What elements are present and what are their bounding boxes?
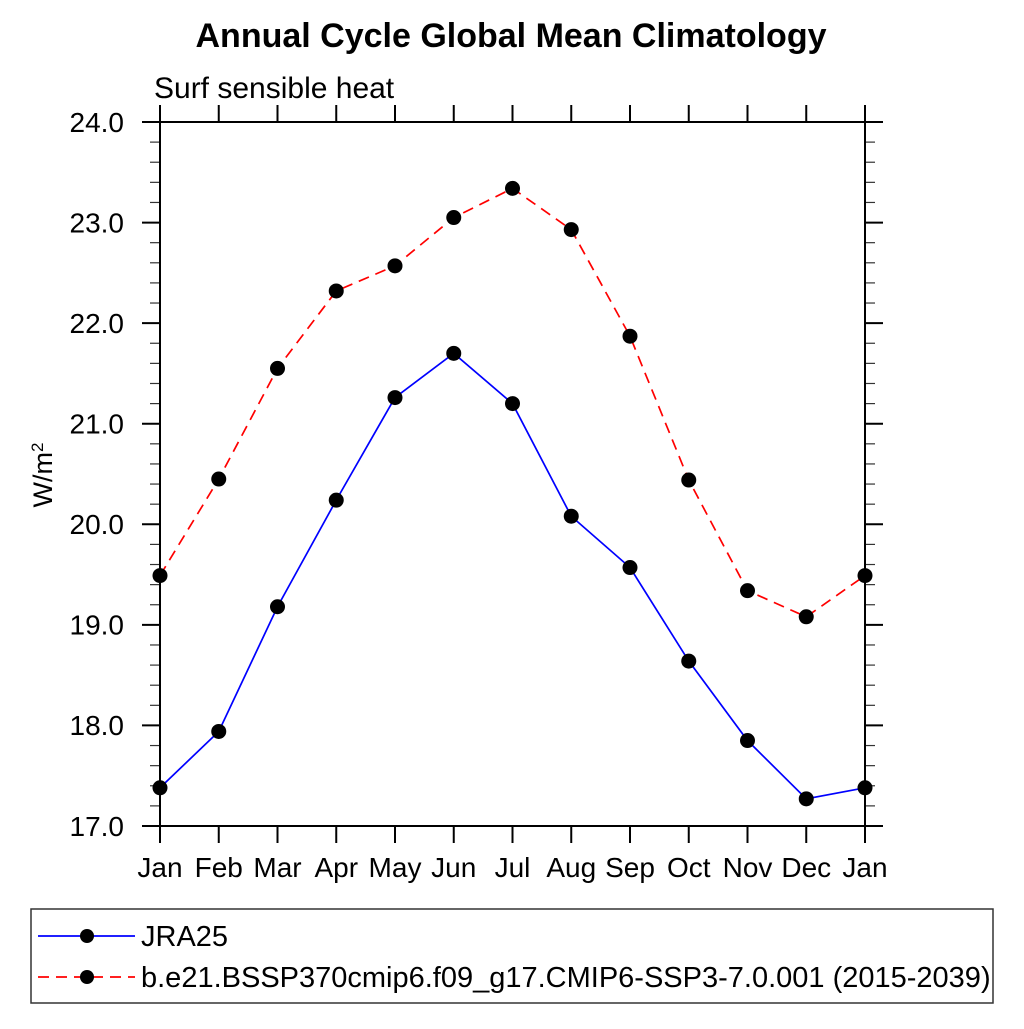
legend-marker-circle [80,970,94,984]
x-tick-label: Nov [723,852,773,883]
data-point-0 [622,560,638,576]
y-tick-label: 21.0 [70,409,125,440]
y-axis-title-superscript: 2 [28,443,47,452]
legend-box [30,908,994,1004]
data-point-1 [563,222,579,238]
series-line-0 [159,352,866,800]
data-point-1 [681,472,697,488]
data-point-1 [211,471,227,487]
legend-label-jra25: JRA25 [141,921,228,953]
chart-title: Annual Cycle Global Mean Climatology [196,17,827,55]
data-point-1 [270,360,285,376]
y-tick-label: 18.0 [70,710,125,741]
series-layer [152,180,873,807]
x-tick-label: Sep [605,852,655,883]
data-point-0 [798,791,814,807]
data-point-1 [446,210,462,226]
y-axis-title: W/m2 [28,443,58,508]
x-tick-label: Oct [667,852,711,883]
y-tick-label: 22.0 [70,308,125,339]
legend-marker-circle [80,929,94,943]
legend: JRA25 b.e21.BSSP370cmip6.f09_g17.CMIP6-S… [30,908,994,1004]
y-tick-label: 24.0 [70,107,125,138]
data-point-0 [505,396,520,412]
x-tick-label: Dec [781,852,831,883]
data-point-0 [563,508,579,524]
y-tick-label: 17.0 [70,811,125,842]
x-tick-label: Apr [314,852,358,883]
data-point-1 [328,283,344,299]
data-point-1 [387,258,403,274]
x-tick-label: Aug [546,852,596,883]
data-point-1 [740,583,755,599]
x-tick-label: Jan [842,852,887,883]
data-point-0 [211,723,227,739]
plot-frame [159,121,866,827]
data-point-0 [446,345,462,361]
x-tick-label: May [369,852,422,883]
data-point-0 [328,492,344,508]
x-tick-label: Jan [137,852,182,883]
axis-ticks-layer: 17.0 18.0 19.0 20.0 21.0 22.0 23.0 24.0 Jan Feb Ma… [70,105,888,883]
x-tick-label: Jun [431,852,476,883]
y-tick-label: 23.0 [70,207,125,238]
data-point-0 [740,733,755,749]
legend-label-model: b.e21.BSSP370cmip6.f09_g17.CMIP6-SSP3-7.… [141,962,991,994]
y-tick-label: 20.0 [70,509,125,540]
y-tick-label: 19.0 [70,610,125,641]
x-tick-label: Feb [195,852,243,883]
x-tick-label: Jul [495,852,531,883]
data-point-0 [387,390,403,406]
data-point-0 [270,599,285,615]
data-point-1 [798,609,814,625]
x-tick-label: Mar [253,852,301,883]
data-point-0 [681,653,697,669]
data-point-1 [505,180,520,196]
y-axis-title-base: W/m [28,452,58,507]
chart-subtitle: Surf sensible heat [154,72,395,105]
data-point-1 [622,328,638,344]
